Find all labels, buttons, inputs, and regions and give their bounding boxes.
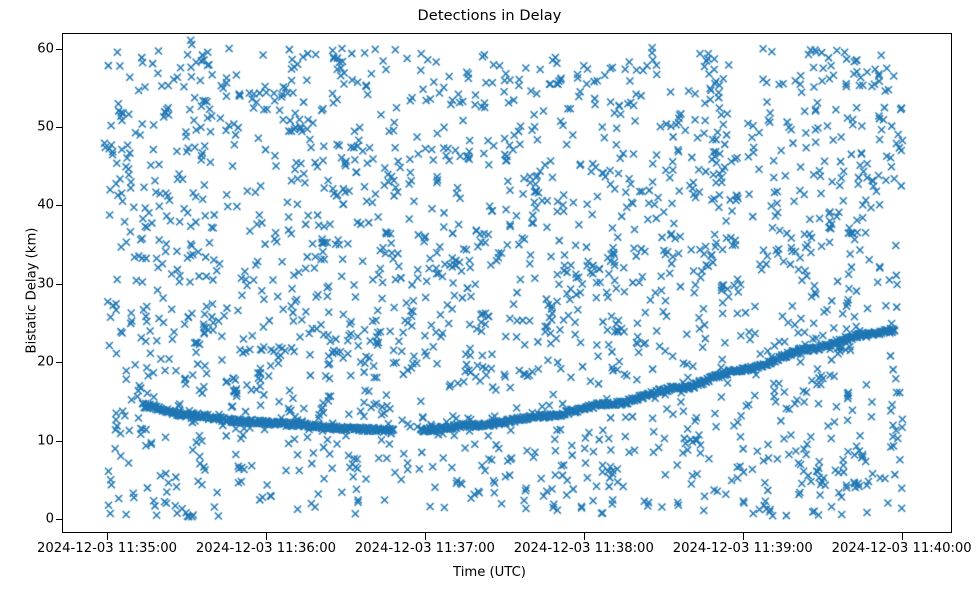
plot-area xyxy=(62,33,952,533)
x-tick-label: 2024-12-03 11:38:00 xyxy=(513,541,654,556)
y-axis-tick-labels: 0 10 20 30 40 50 60 xyxy=(0,0,54,590)
x-tick-label: 2024-12-03 11:40:00 xyxy=(831,541,972,556)
x-tick-label: 2024-12-03 11:35:00 xyxy=(36,541,178,556)
y-tick-mark xyxy=(55,283,63,285)
y-tick-mark xyxy=(55,518,63,520)
x-tick-label: 2024-12-03 11:39:00 xyxy=(672,541,813,556)
x-tick-mark xyxy=(107,532,109,540)
x-tick-mark xyxy=(742,532,744,540)
x-tick-mark xyxy=(901,532,903,540)
y-tick-label: 10 xyxy=(37,433,54,449)
y-tick-label: 40 xyxy=(37,197,54,213)
x-tick-label: 2024-12-03 11:37:00 xyxy=(354,541,495,556)
x-tick-label: 2024-12-03 11:36:00 xyxy=(195,541,336,556)
y-tick-mark xyxy=(55,48,63,50)
page-title: Detections in Delay xyxy=(417,8,562,24)
x-tick-mark xyxy=(265,532,267,540)
x-tick-mark xyxy=(583,532,585,540)
y-tick-label: 50 xyxy=(37,119,54,135)
y-axis-label: Bistatic Delay (km) xyxy=(24,227,40,354)
scatter-plot-canvas xyxy=(63,34,951,532)
y-tick-mark xyxy=(55,440,63,442)
y-tick-mark xyxy=(55,362,63,364)
y-tick-label: 0 xyxy=(45,511,54,527)
y-tick-mark xyxy=(55,205,63,207)
x-tick-mark xyxy=(424,532,426,540)
y-tick-mark xyxy=(55,127,63,129)
y-tick-label: 60 xyxy=(37,41,54,57)
x-axis-label: Time (UTC) xyxy=(453,565,526,580)
y-tick-label: 20 xyxy=(37,354,54,370)
y-tick-label: 30 xyxy=(37,276,54,292)
